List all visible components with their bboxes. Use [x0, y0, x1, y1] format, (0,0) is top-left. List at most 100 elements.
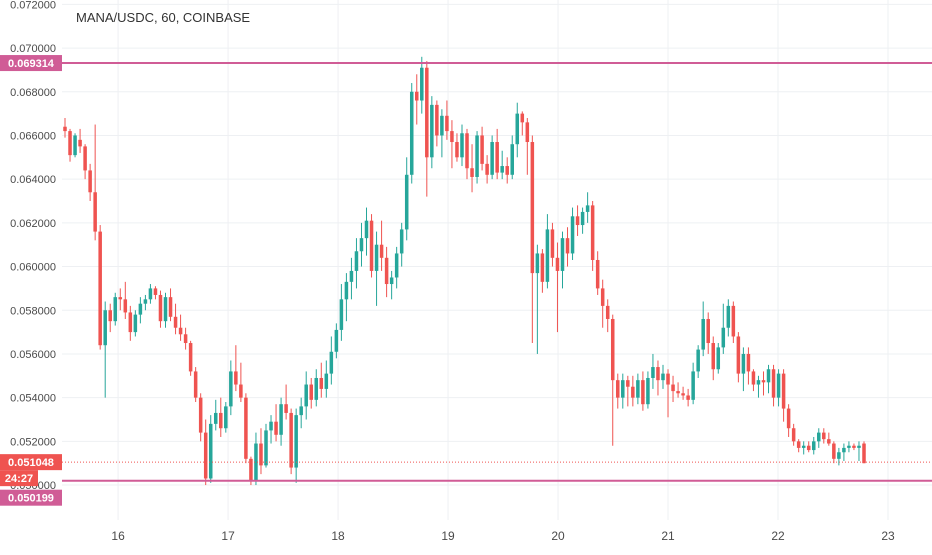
- candle-body: [309, 384, 313, 400]
- candle-body: [224, 406, 228, 429]
- candle-body: [811, 441, 816, 451]
- candle-body: [580, 211, 585, 226]
- candle-body: [128, 312, 133, 333]
- time-axis-scale: 16 17 18 19 20 21 22 23: [111, 529, 895, 543]
- symbol-title: MANA/USDC, 60, COINBASE: [76, 10, 251, 25]
- candle-body: [168, 297, 173, 317]
- candle-body: [259, 443, 263, 466]
- candle-body: [193, 371, 198, 398]
- candle-body: [208, 423, 213, 479]
- candle-body: [610, 318, 615, 381]
- candle-body: [284, 404, 288, 413]
- candle-body: [485, 163, 489, 175]
- candle-body: [123, 299, 128, 313]
- candle-body: [264, 430, 268, 466]
- candle-body: [776, 373, 781, 398]
- candle-body: [686, 395, 690, 400]
- countdown-badge-background: [0, 470, 38, 487]
- candle-body: [590, 205, 595, 260]
- candle-body: [404, 174, 409, 230]
- candle-body: [178, 327, 183, 335]
- price-axis[interactable]: 0.0500000.0520000.0540000.0560000.058000…: [0, 0, 62, 520]
- candle-body: [505, 166, 509, 175]
- price-badges: 0.069314 0.051048 24:27 0.050199: [0, 55, 62, 506]
- candle-body: [249, 458, 253, 481]
- price-tick-label: 0.062000: [10, 218, 56, 230]
- candle-body: [550, 229, 555, 258]
- candle-body: [801, 445, 806, 448]
- candle-body: [510, 144, 514, 175]
- candle-body: [575, 216, 580, 226]
- candle-body: [153, 288, 158, 295]
- candle-body: [93, 192, 97, 232]
- candle-body: [721, 327, 726, 348]
- candle-body: [817, 432, 821, 442]
- time-tick-label: 22: [771, 529, 785, 543]
- candle-body: [626, 380, 630, 387]
- countdown-badge: 24:27: [5, 473, 33, 485]
- candle-body: [63, 126, 67, 132]
- candle-body: [595, 260, 600, 289]
- candle-body: [113, 297, 118, 322]
- candle-body: [389, 277, 394, 285]
- candle-body: [570, 216, 575, 254]
- price-tick-label: 0.052000: [10, 436, 56, 448]
- price-tick-label: 0.066000: [10, 130, 56, 142]
- candle-body: [319, 377, 324, 389]
- candle-body: [163, 297, 168, 322]
- candle-body: [425, 67, 429, 158]
- candle-body: [651, 367, 655, 378]
- candle-body: [183, 334, 188, 344]
- plot-area[interactable]: [62, 0, 932, 520]
- candle-body: [143, 299, 148, 304]
- candle-body: [515, 113, 520, 145]
- candle-body: [244, 397, 248, 459]
- candle-body: [711, 343, 716, 370]
- candle-body: [88, 170, 92, 193]
- candle-body: [827, 439, 831, 444]
- candle-body: [676, 391, 680, 394]
- candle-body: [158, 294, 163, 322]
- candle-body: [279, 404, 283, 435]
- last-price-badge: 0.051048: [8, 457, 54, 469]
- candle-body: [766, 369, 771, 383]
- candle-body: [746, 353, 751, 372]
- candle-body: [616, 380, 620, 398]
- candle-body: [384, 257, 389, 285]
- candle-body: [133, 314, 138, 333]
- candle-body: [555, 257, 560, 271]
- candle-body: [465, 133, 469, 169]
- candle-body: [304, 384, 308, 407]
- candle-body: [359, 238, 364, 252]
- time-axis[interactable]: 16 17 18 19 20 21 22 23: [0, 520, 932, 550]
- candle-body: [671, 384, 675, 392]
- candle-body: [83, 146, 87, 171]
- candle-body: [369, 220, 374, 271]
- candle-body: [394, 253, 399, 278]
- candle-body: [445, 115, 449, 132]
- candle-body: [852, 445, 856, 448]
- candlestick-chart: [62, 0, 932, 520]
- candle-body: [324, 373, 329, 389]
- price-tick-label: 0.054000: [10, 393, 56, 405]
- candle-body: [806, 445, 811, 451]
- candle-body: [857, 445, 861, 448]
- candle-body: [68, 131, 72, 156]
- candle-body: [585, 205, 590, 212]
- candle-body: [420, 67, 424, 101]
- candle-body: [751, 371, 756, 385]
- candle-body: [842, 447, 846, 453]
- candle-body: [656, 367, 660, 381]
- support-price-badge: 0.050199: [8, 493, 54, 505]
- candle-body: [636, 380, 640, 398]
- candle-body: [731, 305, 736, 337]
- candle-body: [490, 142, 494, 175]
- time-tick-label: 20: [551, 529, 565, 543]
- candle-body: [480, 135, 484, 164]
- candle-body: [415, 91, 419, 101]
- candle-body: [148, 288, 153, 300]
- time-tick-label: 16: [111, 529, 125, 543]
- time-tick-label: 17: [221, 529, 235, 543]
- candle-body: [530, 142, 535, 274]
- candle-body: [756, 380, 761, 385]
